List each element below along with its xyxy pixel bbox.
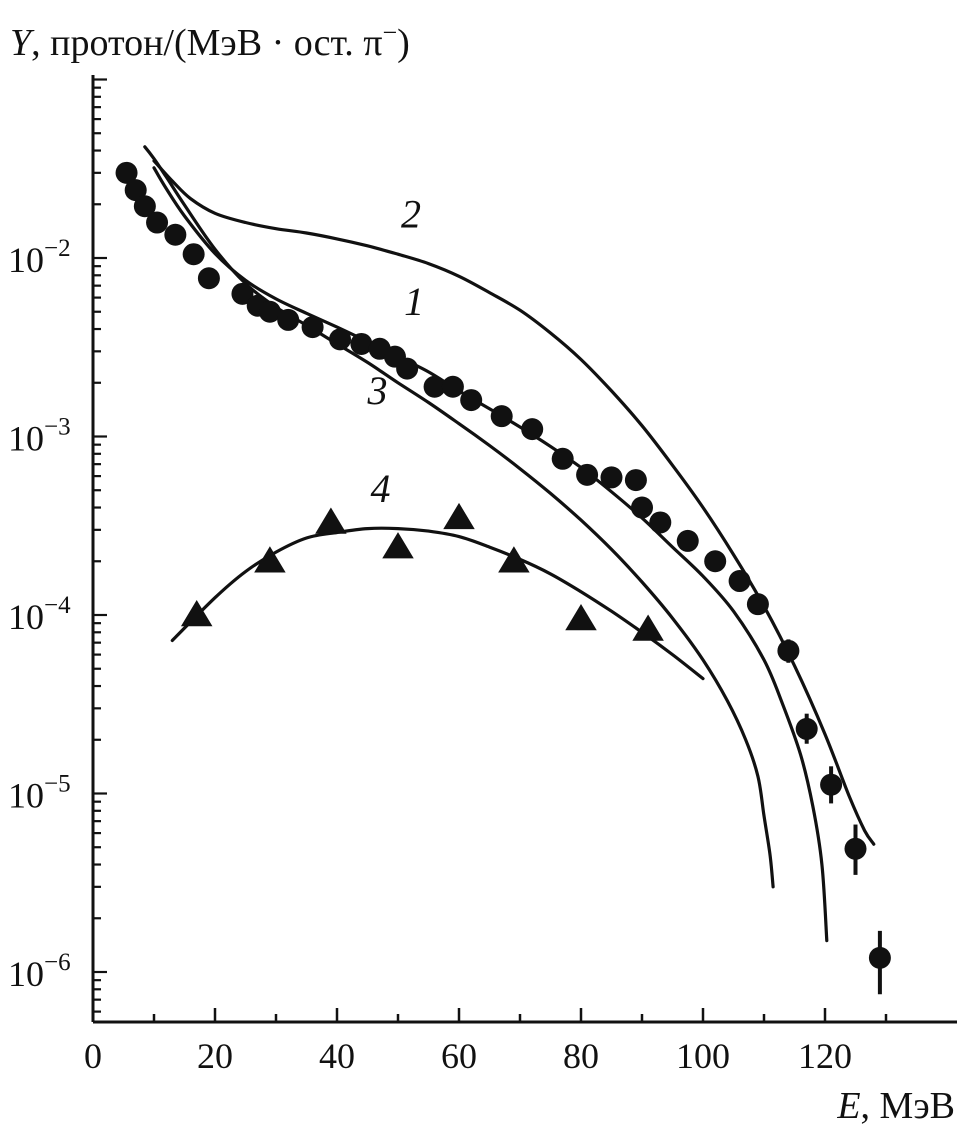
circle-point	[133, 195, 156, 218]
circle-point	[551, 447, 574, 470]
circle-point	[423, 375, 446, 398]
data-points	[115, 161, 891, 969]
triangle-point	[443, 502, 475, 530]
model-curves	[143, 145, 876, 943]
circle-point	[649, 511, 672, 534]
circle-point	[258, 300, 281, 323]
circle-point	[182, 243, 205, 266]
triangle-point	[565, 603, 597, 631]
y-axis-variable: Y	[10, 22, 35, 64]
circle-point	[868, 946, 891, 969]
x-axis-unit: , МэВ	[861, 1085, 955, 1127]
circle-point	[277, 308, 300, 331]
circle-point	[576, 463, 599, 486]
y-tick-base: 10	[8, 954, 44, 994]
y-tick-exponent: −2	[44, 235, 71, 262]
circle-point	[197, 267, 220, 290]
circle-point	[624, 469, 647, 492]
triangle-point	[498, 546, 530, 573]
circle-point	[396, 357, 419, 380]
y-tick-base: 10	[8, 240, 44, 280]
y-axis-unit: , протон/(МэВ · ост. π	[31, 22, 382, 64]
y-tick-label: 10−3	[8, 414, 71, 459]
y-tick-exponent: −5	[44, 771, 71, 798]
x-tick-label: 60	[441, 1036, 477, 1076]
circle-point	[820, 773, 843, 796]
circle-point	[795, 717, 818, 740]
circle-point	[521, 418, 544, 441]
curve-3	[143, 145, 775, 889]
triangle-point	[632, 614, 664, 641]
x-tick-label: 100	[676, 1036, 730, 1076]
circle-point	[746, 593, 769, 616]
y-tick-exponent: −6	[44, 949, 71, 976]
y-tick-base: 10	[8, 597, 44, 637]
y-tick-base: 10	[8, 419, 44, 459]
curve-label-1: 1	[404, 279, 424, 324]
triangle-point	[180, 600, 213, 627]
y-tick-label: 10−4	[8, 592, 71, 637]
ticks	[93, 78, 888, 1022]
curve-label-4: 4	[371, 466, 391, 511]
error-bars	[786, 639, 882, 995]
circle-point	[460, 389, 483, 412]
curve-1	[152, 166, 829, 943]
circle-point	[164, 223, 187, 246]
circle-point	[777, 639, 800, 662]
circle-point	[350, 332, 373, 355]
y-axis-unit-superscript: −	[382, 18, 397, 47]
x-tick-label: 40	[319, 1036, 355, 1076]
circle-point	[301, 316, 324, 339]
triangle-point	[254, 546, 286, 573]
circle-point	[231, 282, 254, 305]
x-tick-label: 0	[84, 1036, 102, 1076]
circle-point	[490, 405, 513, 428]
triangle-point	[382, 532, 414, 559]
circle-point	[441, 375, 464, 398]
curve-4	[170, 526, 705, 681]
y-axis-label: Y, протон/(МэВ · ост. π−)	[10, 18, 410, 64]
circle-point	[329, 328, 352, 351]
curve-label-3: 3	[367, 368, 388, 413]
circle-point	[600, 466, 623, 489]
circle-point	[146, 211, 169, 234]
curve-2	[152, 159, 876, 846]
y-tick-label: 10−2	[8, 235, 71, 280]
circle-point	[676, 529, 699, 552]
x-tick-label: 80	[563, 1036, 599, 1076]
x-tick-label: 20	[197, 1036, 233, 1076]
x-axis-label: E, МэВ	[836, 1085, 955, 1127]
circle-point	[844, 837, 867, 860]
y-tick-exponent: −4	[44, 592, 71, 619]
x-tick-label: 120	[798, 1036, 852, 1076]
x-axis-variable: E	[836, 1085, 860, 1127]
circle-point	[115, 161, 138, 184]
y-tick-label: 10−5	[8, 771, 71, 816]
y-tick-exponent: −3	[44, 414, 71, 441]
curve-label-2: 2	[401, 192, 421, 237]
y-tick-label: 10−6	[8, 949, 71, 994]
y-axis-unit-close: )	[397, 22, 410, 64]
circle-point	[728, 570, 751, 593]
triangle-point	[315, 507, 347, 534]
circle-point	[631, 496, 653, 519]
circle-point	[124, 179, 147, 202]
curve-labels: 1 2 3 4	[367, 192, 425, 511]
circle-point	[704, 550, 727, 573]
y-tick-base: 10	[8, 776, 44, 816]
